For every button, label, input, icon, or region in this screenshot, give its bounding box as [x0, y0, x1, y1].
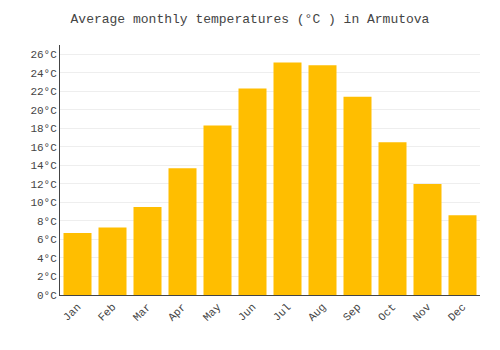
svg-text:Jun: Jun — [236, 301, 258, 323]
svg-text:Jul: Jul — [271, 301, 293, 323]
svg-text:Mar: Mar — [131, 301, 153, 323]
svg-text:Dec: Dec — [446, 301, 468, 323]
svg-text:26°C: 26°C — [30, 49, 57, 61]
svg-text:Feb: Feb — [96, 301, 118, 323]
svg-text:14°C: 14°C — [30, 160, 57, 172]
svg-text:Average monthly temperatures (: Average monthly temperatures (°C ) in Ar… — [71, 12, 430, 27]
svg-text:4°C: 4°C — [37, 253, 57, 265]
svg-text:May: May — [201, 301, 224, 324]
svg-text:10°C: 10°C — [30, 197, 57, 209]
svg-text:12°C: 12°C — [30, 179, 57, 191]
svg-text:6°C: 6°C — [37, 234, 57, 246]
svg-text:16°C: 16°C — [30, 142, 57, 154]
svg-text:2°C: 2°C — [37, 271, 57, 283]
svg-text:Nov: Nov — [411, 301, 434, 324]
svg-text:Aug: Aug — [306, 301, 328, 323]
svg-text:Oct: Oct — [376, 301, 398, 323]
svg-text:24°C: 24°C — [30, 68, 57, 80]
svg-text:0°C: 0°C — [37, 290, 57, 302]
svg-text:Sep: Sep — [341, 301, 363, 323]
svg-text:20°C: 20°C — [30, 105, 57, 117]
svg-text:Apr: Apr — [166, 301, 188, 323]
svg-text:8°C: 8°C — [37, 216, 57, 228]
svg-text:Jan: Jan — [61, 301, 83, 323]
svg-text:18°C: 18°C — [30, 123, 57, 135]
svg-text:22°C: 22°C — [30, 86, 57, 98]
